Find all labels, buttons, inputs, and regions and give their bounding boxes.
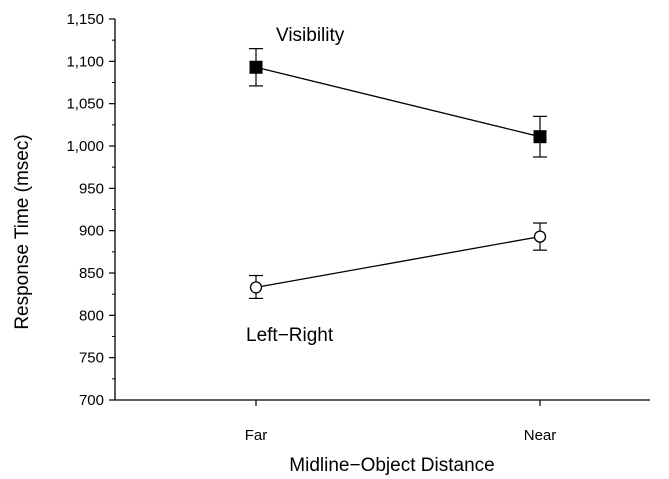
- y-tick-label: 850: [79, 265, 104, 282]
- y-axis-title: Response Time (msec): [12, 134, 33, 329]
- y-tick-label: 900: [79, 223, 104, 240]
- y-tick-label: 1,100: [66, 53, 104, 70]
- y-tick-label: 1,000: [66, 138, 104, 155]
- y-tick-label: 1,050: [66, 96, 104, 113]
- series-line: [255, 66, 541, 138]
- y-tick-label: 750: [79, 350, 104, 367]
- data-point-circle: [533, 230, 547, 243]
- x-tick-label: Far: [245, 427, 268, 444]
- y-tick-label: 1,150: [66, 11, 104, 28]
- y-tick-label: 950: [79, 180, 104, 197]
- series-line: [255, 235, 541, 289]
- series-label-left-right: Left−Right: [246, 325, 334, 346]
- x-ticks: Far Near: [245, 400, 557, 444]
- x-tick-label: Near: [524, 427, 557, 444]
- y-tick-label: 800: [79, 307, 104, 324]
- series-visibility: [249, 48, 547, 158]
- data-point-square: [249, 60, 263, 74]
- y-tick-label: 700: [79, 392, 104, 409]
- series-layer: [249, 48, 547, 299]
- data-point-circle: [249, 281, 263, 294]
- series-label-visibility: Visibility: [276, 25, 345, 46]
- series-left-right: [249, 222, 547, 299]
- x-axis-title: Midline−Object Distance: [289, 455, 494, 476]
- y-ticks: 700 750 800 850 900 950 1,000 1,050 1,100 1,150: [66, 11, 115, 409]
- data-point-square: [533, 130, 547, 144]
- axes: [114, 19, 650, 401]
